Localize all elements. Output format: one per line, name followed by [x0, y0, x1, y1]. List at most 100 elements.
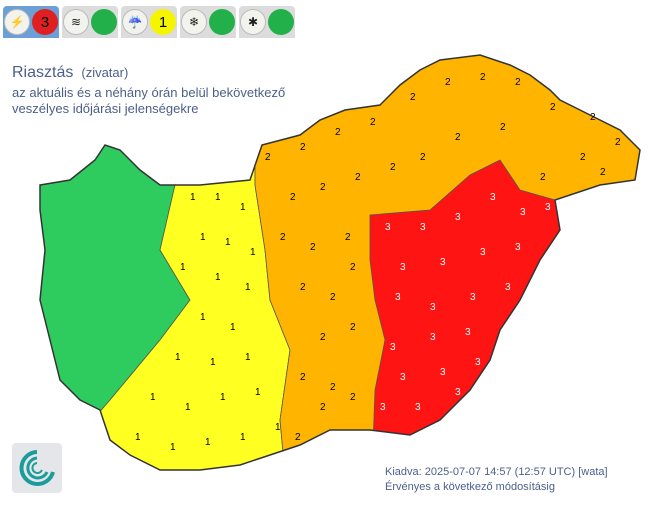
warning-type-tabs: ⚡ 3 ≋ ☔ 1 ❄ ✱: [3, 6, 295, 38]
county-level-label: 3: [470, 292, 476, 303]
county-level-label: 1: [215, 272, 221, 283]
county-level-label: 2: [540, 172, 546, 183]
level-badge: [268, 9, 294, 35]
level-badge: [91, 9, 117, 35]
county-level-label: 3: [440, 257, 446, 268]
county-level-label: 3: [475, 357, 481, 368]
thunderstorm-icon: ⚡: [4, 9, 30, 35]
county-level-label: 3: [520, 207, 526, 218]
county-level-label: 3: [400, 262, 406, 273]
county-level-label: 3: [545, 202, 551, 213]
ice-icon: ✱: [240, 9, 266, 35]
county-level-label: 3: [380, 402, 386, 413]
county-level-label: 2: [350, 262, 356, 273]
county-level-label: 1: [225, 237, 231, 248]
county-level-label: 3: [395, 292, 401, 303]
county-level-label: 1: [200, 312, 206, 323]
county-level-label: 2: [500, 122, 506, 133]
description: az aktuális és a néhány órán belül beköv…: [12, 85, 286, 116]
county-level-label: 1: [135, 432, 141, 443]
county-level-label: 2: [290, 192, 296, 203]
county-level-label: 2: [355, 172, 361, 183]
county-level-label: 2: [350, 322, 356, 333]
county-level-label: 1: [240, 432, 246, 443]
county-level-label: 2: [280, 232, 286, 243]
county-level-label: 3: [480, 247, 486, 258]
county-level-label: 3: [455, 387, 461, 398]
tab-snow-drift[interactable]: ❄: [180, 6, 236, 38]
issued-time: Kiadva: 2025-07-07 14:57 (12:57 UTC) [wa…: [385, 466, 608, 478]
county-level-label: 1: [190, 192, 196, 203]
county-level-label: 3: [490, 192, 496, 203]
county-level-label: 3: [505, 282, 511, 293]
county-level-label: 2: [590, 112, 596, 123]
county-level-label: 1: [245, 282, 251, 293]
level-badge: 1: [150, 9, 176, 35]
county-level-label: 2: [370, 117, 376, 128]
county-level-label: 3: [385, 222, 391, 233]
county-level-label: 2: [300, 282, 306, 293]
county-level-label: 1: [240, 202, 246, 213]
county-level-label: 3: [515, 242, 521, 253]
logo-swirl-icon: [19, 450, 55, 486]
county-level-label: 1: [250, 247, 256, 258]
level-badge: 3: [32, 9, 58, 35]
county-level-label: 1: [200, 232, 206, 243]
county-level-label: 2: [320, 182, 326, 193]
tab-wind[interactable]: ≋: [62, 6, 118, 38]
county-level-label: 2: [350, 392, 356, 403]
county-level-label: 3: [390, 342, 396, 353]
county-level-label: 1: [275, 422, 281, 433]
county-level-label: 1: [185, 402, 191, 413]
county-level-label: 2: [410, 92, 416, 103]
county-level-label: 3: [415, 402, 421, 413]
county-level-label: 1: [245, 352, 251, 363]
level-badge: [209, 9, 235, 35]
county-level-label: 2: [420, 152, 426, 163]
county-level-label: 2: [335, 127, 341, 138]
county-level-label: 2: [330, 292, 336, 303]
county-level-label: 1: [175, 352, 181, 363]
footer: Kiadva: 2025-07-07 14:57 (12:57 UTC) [wa…: [385, 465, 608, 495]
county-level-label: 2: [445, 77, 451, 88]
county-level-label: 3: [400, 372, 406, 383]
validity-note: Érvényes a következő módosításig: [385, 481, 555, 493]
county-level-label: 2: [515, 77, 521, 88]
county-level-label: 2: [580, 152, 586, 163]
county-level-label: 1: [255, 387, 261, 398]
wind-icon: ≋: [63, 9, 89, 35]
page-title: Riasztás (zivatar): [12, 64, 129, 81]
snow-drift-icon: ❄: [181, 9, 207, 35]
rain-icon: ☔: [122, 9, 148, 35]
county-level-label: 2: [320, 402, 326, 413]
county-level-label: 3: [455, 212, 461, 223]
tab-thunderstorm[interactable]: ⚡ 3: [3, 6, 59, 38]
county-level-label: 2: [295, 432, 301, 443]
county-level-label: 2: [600, 167, 606, 178]
county-level-label: 2: [300, 142, 306, 153]
county-level-label: 1: [220, 392, 226, 403]
county-level-label: 3: [465, 327, 471, 338]
county-level-label: 2: [345, 232, 351, 243]
county-level-label: 3: [420, 222, 426, 233]
county-level-label: 2: [310, 242, 316, 253]
county-level-label: 2: [320, 332, 326, 343]
county-level-label: 2: [300, 372, 306, 383]
county-level-label: 2: [455, 132, 461, 143]
county-level-label: 3: [430, 302, 436, 313]
county-level-label: 1: [215, 192, 221, 203]
county-level-label: 1: [230, 322, 236, 333]
county-level-label: 2: [550, 102, 556, 113]
tab-ice[interactable]: ✱: [239, 6, 295, 38]
met-service-logo: [12, 443, 62, 493]
county-level-label: 2: [480, 72, 486, 83]
county-level-label: 2: [265, 152, 271, 163]
county-level-label: 1: [180, 262, 186, 273]
county-level-label: 1: [210, 357, 216, 368]
county-level-label: 2: [330, 382, 336, 393]
county-level-label: 2: [390, 162, 396, 173]
county-level-label: 2: [615, 137, 621, 148]
tab-rain[interactable]: ☔ 1: [121, 6, 177, 38]
county-level-label: 3: [440, 367, 446, 378]
